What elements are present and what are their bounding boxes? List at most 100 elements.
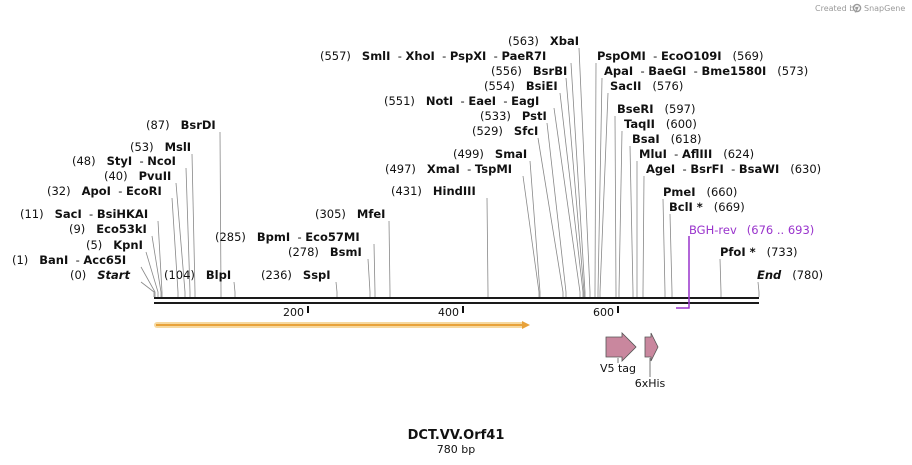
enzyme-name: AflIII <box>682 147 712 161</box>
leader-line-site-9 <box>151 235 162 297</box>
restriction-site-label-site-551[interactable]: (551) NotI - EaeI - EagI <box>384 94 539 108</box>
enzyme-name: BseRI <box>617 102 654 116</box>
gap <box>696 185 707 199</box>
leader-line-site-236 <box>335 281 338 297</box>
restriction-site-label-site-600[interactable]: TaqII (600) <box>624 117 697 131</box>
separator: - <box>435 49 450 63</box>
restriction-site-label-site-236[interactable]: (236) SspI <box>261 268 331 282</box>
restriction-site-label-site-285[interactable]: (285) BpmI - Eco57MI <box>215 230 360 244</box>
gap <box>641 79 652 93</box>
enzyme-name: SmaI <box>495 147 527 161</box>
separator: - <box>390 49 405 63</box>
enzyme-name: BlpI <box>206 268 231 282</box>
cut-position: (32) <box>47 184 71 198</box>
restriction-site-label-site-431[interactable]: (431) HindIII <box>391 184 476 198</box>
separator: - <box>646 49 661 63</box>
restriction-site-label-site-557[interactable]: (557) SmlI - XhoI - PspXI - PaeR7I <box>320 49 546 63</box>
restriction-site-labels: (0) Start(1) BanI - Acc65I(5) KpnI (9) Ec… <box>12 34 823 282</box>
cut-position: (597) <box>665 102 696 116</box>
restriction-site-label-site-48[interactable]: (48) StyI - NcoI <box>72 154 176 168</box>
gap <box>292 268 303 282</box>
enzyme-name: Eco57MI <box>305 230 359 244</box>
restriction-site-label-site-597[interactable]: BseRI (597) <box>617 102 695 116</box>
restriction-site-label-site-497[interactable]: (497) XmaI - TspMI <box>385 162 512 176</box>
enzyme-name: MslI <box>165 140 192 154</box>
cut-position: (87) <box>146 118 170 132</box>
restriction-site-label-site-104[interactable]: (104) BlpI <box>164 268 231 282</box>
restriction-site-label-site-780[interactable]: End (780) <box>757 268 823 282</box>
gap <box>722 49 733 63</box>
restriction-site-label-site-11[interactable]: (11) SacI - BsiHKAI <box>20 207 148 221</box>
gap <box>703 200 714 214</box>
restriction-site-label-site-669[interactable]: BclI * (669) <box>669 200 745 214</box>
restriction-site-label-site-556[interactable]: (556) BsrBI <box>491 64 567 78</box>
cut-position: (11) <box>20 207 44 221</box>
separator: - <box>453 94 468 108</box>
restriction-site-label-site-9[interactable]: (9) Eco53kI <box>69 222 147 236</box>
cut-position: (557) <box>320 49 351 63</box>
leader-line-site-1 <box>140 266 156 297</box>
restriction-site-label-site-499[interactable]: (499) SmaI <box>453 147 527 161</box>
leader-line-site-600 <box>618 130 623 297</box>
feature-v5-tag-arrow[interactable] <box>605 332 637 362</box>
feature-v5-tag-label: V5 tag <box>600 362 636 375</box>
leader-line-site-11 <box>157 220 163 297</box>
restriction-site-label-site-569[interactable]: PspOMI - EcoO109I (569) <box>597 49 763 63</box>
restriction-site-label-site-87[interactable]: (87) BsrDI <box>146 118 216 132</box>
cut-position: (5) <box>86 238 102 252</box>
gap <box>71 184 82 198</box>
enzyme-name: BanI <box>39 253 68 267</box>
restriction-site-label-site-40[interactable]: (40) PvuII <box>104 169 171 183</box>
leader-line-site-40 <box>175 182 186 297</box>
restriction-site-label-site-53[interactable]: (53) MslI <box>130 140 191 154</box>
separator: - <box>290 230 305 244</box>
separator: - <box>724 162 739 176</box>
restriction-site-label-site-618[interactable]: BsaI (618) <box>632 132 702 146</box>
leader-line-site-278 <box>367 258 371 297</box>
restriction-site-label-site-624[interactable]: MluI - AflIII (624) <box>639 147 754 161</box>
restriction-site-label-site-554[interactable]: (554) BsiEI <box>484 79 558 93</box>
restriction-site-label-site-533[interactable]: (533) PstI <box>480 109 547 123</box>
restriction-site-label-site-733[interactable]: PfoI * (733) <box>720 245 798 259</box>
enzyme-name: BpmI <box>257 230 290 244</box>
enzyme-name: Bme1580I <box>701 64 766 78</box>
leader-line-site-556 <box>565 77 585 297</box>
primer-bgh-rev-arrow[interactable] <box>676 236 690 309</box>
cut-position: (573) <box>777 64 808 78</box>
gap <box>712 147 723 161</box>
orf-arrow[interactable] <box>154 321 530 329</box>
gap <box>422 184 433 198</box>
cut-position: (497) <box>385 162 416 176</box>
cut-position: (569) <box>733 49 764 63</box>
gap <box>416 162 427 176</box>
separator: - <box>686 64 701 78</box>
restriction-site-label-site-630[interactable]: AgeI - BsrFI - BsaWI (630) <box>646 162 821 176</box>
gap <box>539 34 550 48</box>
cut-position: (104) <box>164 268 195 282</box>
enzyme-name: ApaI <box>604 64 633 78</box>
leader-line-site-48 <box>185 167 191 297</box>
restriction-site-label-site-32[interactable]: (32) ApoI - EcoRI <box>47 184 162 198</box>
leader-line-site-551 <box>553 107 581 297</box>
leader-line-site-53 <box>191 153 196 297</box>
feature-6xhis-arrow[interactable] <box>644 332 659 362</box>
restriction-site-label-site-305[interactable]: (305) MfeI <box>315 207 385 221</box>
restriction-site-label-site-573[interactable]: ApaI - BaeGI - Bme1580I (573) <box>604 64 808 78</box>
primer-bgh-rev-label: BGH-rev (676 .. 693) <box>689 223 814 237</box>
restriction-site-label-site-5[interactable]: (5) KpnI <box>86 238 143 252</box>
cut-position: (618) <box>671 132 702 146</box>
restriction-site-label-site-278[interactable]: (278) BsmI <box>288 245 362 259</box>
cut-position: (554) <box>484 79 515 93</box>
enzyme-name: PspOMI <box>597 49 646 63</box>
enzyme-name: XbaI <box>550 34 579 48</box>
restriction-site-label-site-0[interactable]: (0) Start <box>70 268 130 282</box>
enzyme-name: PstI <box>522 109 547 123</box>
restriction-site-label-site-563[interactable]: (563) XbaI <box>508 34 579 48</box>
enzyme-name: EcoRI <box>126 184 162 198</box>
restriction-site-label-site-529[interactable]: (529) SfcI <box>472 124 538 138</box>
restriction-site-label-site-1[interactable]: (1) BanI - Acc65I <box>12 253 126 267</box>
restriction-site-label-site-576[interactable]: SacII (576) <box>610 79 683 93</box>
restriction-site-label-site-660[interactable]: PmeI (660) <box>663 185 737 199</box>
cut-position: (733) <box>767 245 798 259</box>
